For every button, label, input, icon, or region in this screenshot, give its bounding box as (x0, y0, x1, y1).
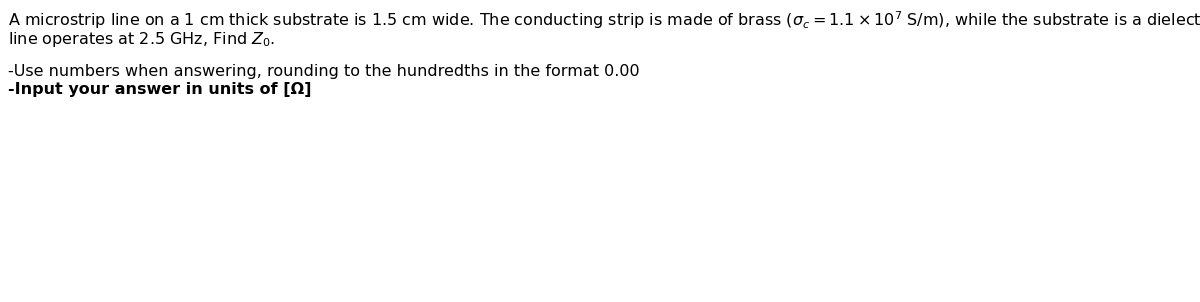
Text: -Input your answer in units of [Ω]: -Input your answer in units of [Ω] (8, 82, 312, 97)
Text: A microstrip line on a 1 cm thick substrate is 1.5 cm wide. The conducting strip: A microstrip line on a 1 cm thick substr… (8, 9, 1200, 31)
Text: -Use numbers when answering, rounding to the hundredths in the format 0.00: -Use numbers when answering, rounding to… (8, 64, 640, 79)
Text: line operates at 2.5 GHz, Find $Z_0$.: line operates at 2.5 GHz, Find $Z_0$. (8, 30, 275, 49)
